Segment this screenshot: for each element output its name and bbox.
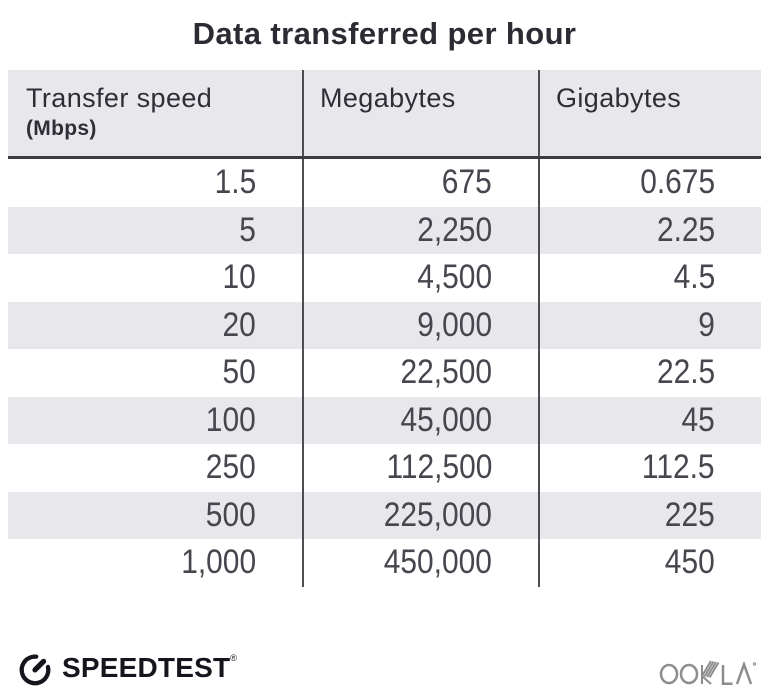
table-row: 1.5 675 0.675 — [8, 159, 761, 207]
cell-value: 450,000 — [383, 543, 492, 582]
column-header-transfer-speed: Transfer speed (Mbps) — [8, 70, 302, 156]
table-cell: 4,500 — [302, 254, 538, 302]
cell-value: 450 — [665, 543, 715, 582]
cell-value: 225 — [665, 495, 715, 534]
speedtest-gauge-icon — [19, 654, 51, 686]
column-header-unit: (Mbps) — [26, 117, 97, 140]
table-cell: 50 — [8, 349, 302, 397]
table-cell: 4.5 — [538, 254, 761, 302]
cell-value: 675 — [442, 163, 492, 202]
column-header-label: Transfer speed — [26, 83, 213, 113]
table-cell: 22.5 — [538, 349, 761, 397]
cell-value: 5 — [239, 210, 256, 249]
table-cell: 45,000 — [302, 396, 538, 444]
table-cell: 1,000 — [8, 539, 302, 587]
cell-value: 45 — [681, 400, 715, 439]
cell-value: 4.5 — [673, 258, 715, 297]
cell-value: 112,500 — [386, 448, 492, 487]
table-row: 500 225,000 225 — [8, 491, 761, 540]
table-cell: 2,250 — [302, 206, 538, 254]
cell-value: 100 — [206, 400, 256, 439]
table-row: 50 22,500 22.5 — [8, 349, 761, 397]
table-cell: 9,000 — [302, 301, 538, 349]
column-header-label: Megabytes — [320, 83, 456, 113]
table-row: 1,000 450,000 450 — [8, 539, 761, 587]
cell-value: 500 — [206, 495, 256, 534]
table-body: 1.5 675 0.675 5 2,250 2.25 10 4,500 4.5 20 9,000 9 5… — [8, 159, 761, 587]
speedtest-wordmark: SPEEDTEST® — [62, 654, 237, 682]
table-cell: 45 — [538, 396, 761, 444]
table-header-row: Transfer speed (Mbps) Megabytes Gigabyte… — [8, 70, 761, 159]
cell-value: 225,000 — [383, 495, 492, 534]
table-row: 20 9,000 9 — [8, 301, 761, 350]
footer: SPEEDTEST® — [0, 645, 769, 695]
table-row: 10 4,500 4.5 — [8, 254, 761, 302]
cell-value: 9,000 — [417, 305, 492, 344]
table-row: 100 45,000 45 — [8, 396, 761, 445]
table-cell: 112,500 — [302, 444, 538, 492]
table-cell: 450 — [538, 539, 761, 587]
cell-value: 45,000 — [400, 400, 492, 439]
cell-value: 50 — [222, 353, 256, 392]
table-cell: 10 — [8, 254, 302, 302]
speedtest-logo: SPEEDTEST® — [16, 649, 237, 687]
ookla-logo — [659, 655, 759, 694]
table-cell: 2.25 — [538, 206, 761, 254]
table-row: 250 112,500 112.5 — [8, 444, 761, 492]
cell-value: 22,500 — [400, 353, 492, 392]
table-cell: 0.675 — [538, 159, 761, 207]
cell-value: 2,250 — [417, 210, 492, 249]
table-cell: 675 — [302, 159, 538, 207]
table-cell: 225 — [538, 491, 761, 539]
cell-value: 250 — [206, 448, 256, 487]
cell-value: 1,000 — [181, 543, 256, 582]
cell-value: 1.5 — [214, 163, 256, 202]
table-cell: 250 — [8, 444, 302, 492]
cell-value: 0.675 — [640, 163, 715, 202]
page-title: Data transferred per hour — [192, 16, 577, 51]
data-table: Transfer speed (Mbps) Megabytes Gigabyte… — [8, 70, 761, 587]
table-cell: 1.5 — [8, 159, 302, 207]
table-cell: 9 — [538, 301, 761, 349]
cell-value: 112.5 — [642, 448, 715, 487]
speedtest-wordmark-text: SPEEDTEST — [62, 652, 231, 683]
table-cell: 225,000 — [302, 491, 538, 539]
cell-value: 20 — [222, 305, 256, 344]
table-cell: 500 — [8, 492, 302, 540]
table-cell: 20 — [8, 302, 302, 350]
table-cell: 112.5 — [538, 444, 761, 492]
table-cell: 5 — [8, 207, 302, 255]
table-cell: 100 — [8, 397, 302, 445]
cell-value: 22.5 — [656, 353, 715, 392]
table-cell: 450,000 — [302, 539, 538, 587]
ookla-wordmark-icon — [659, 660, 757, 686]
cell-value: 2.25 — [656, 210, 715, 249]
table-cell: 22,500 — [302, 349, 538, 397]
cell-value: 10 — [222, 258, 256, 297]
column-header-megabytes: Megabytes — [302, 70, 538, 156]
registered-trademark-icon: ® — [230, 653, 238, 663]
cell-value: 4,500 — [417, 258, 492, 297]
cell-value: 9 — [698, 305, 715, 344]
column-header-label: Gigabytes — [556, 83, 682, 113]
column-header-gigabytes: Gigabytes — [538, 70, 761, 156]
table-row: 5 2,250 2.25 — [8, 206, 761, 255]
